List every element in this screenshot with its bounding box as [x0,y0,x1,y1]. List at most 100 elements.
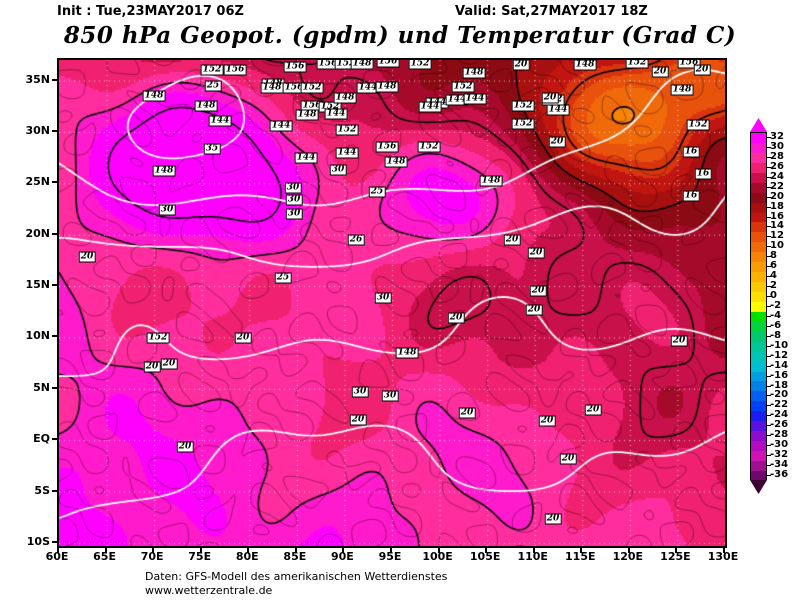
colorbar-tick [767,146,771,148]
colorbar-tick [767,315,771,317]
longitude-tick [342,547,345,553]
colorbar-swatch [751,470,766,481]
contour-label: 148 [573,59,597,71]
contour-label: 152 [511,118,535,130]
latitude-tick [52,129,58,132]
colorbar-tick-label: 14 [770,220,784,232]
contour-label: 156 [375,141,399,153]
colorbar-swatch [751,301,766,312]
contour-label: 152 [417,141,441,153]
latitude-tick [52,78,58,81]
contour-label: 20 [349,414,367,426]
colorbar-tick-label: 20 [770,190,784,202]
contour-label: 148 [350,58,374,70]
contour-label: 152 [408,58,432,70]
colorbar-tick-label: 12 [770,230,784,242]
colorbar-tick-label: -8 [770,329,782,341]
contour-label: 20 [525,304,543,316]
contour-label: 148 [142,90,166,102]
colorbar-tick [767,196,771,198]
contour-label: 20 [584,404,602,416]
contour-label: 20 [160,358,178,370]
colorbar-tick-label: 32 [770,130,784,142]
colorbar-tick [767,355,771,357]
colorbar-swatch [751,192,766,203]
colorbar-swatch [751,351,766,362]
colorbar-tick-label: 8 [770,250,777,262]
contour-label: 156 [677,58,701,69]
longitude-tick-label: 100E [422,550,453,563]
contour-label: 25 [274,272,292,284]
longitude-tick [247,547,250,553]
latitude-tick-label: 10S [26,534,50,548]
colorbar-tick-label: 6 [770,260,777,272]
contour-label: 30 [329,164,347,176]
longitude-tick-label: 110E [517,550,548,563]
colorbar-tick [767,325,771,327]
colorbar-tick-label: -12 [770,349,789,361]
colorbar-tick-label: -26 [770,419,789,431]
colorbar-tick-label: -32 [770,449,789,461]
colorbar-tick-label: 26 [770,160,784,172]
longitude-tick-label: 105E [469,550,501,563]
contour-label: 144 [324,108,348,120]
colorbar-tick [767,156,771,158]
colorbar-tick [767,206,771,208]
colorbar-tick [767,395,771,397]
latitude-tick-label: 25N [25,175,50,189]
colorbar-tick-label: 22 [770,180,784,192]
colorbar-tick [767,286,771,288]
contour-label: 148 [375,81,399,93]
latitude-tick [52,181,58,184]
contour-label: 152 [335,124,359,136]
colorbar-tick [767,405,771,407]
colorbar-tick-label: 10 [770,240,784,252]
contour-label: 30 [381,390,399,402]
colorbar-tick-label: -30 [770,439,789,451]
colorbar-tick [767,455,771,457]
longitude-tick [390,547,392,553]
contour-label: 16 [682,146,700,158]
latitude-tick [52,438,58,441]
longitude-tick [152,547,155,553]
contour-label: 16 [694,168,712,180]
colorbar-bottom-arrow [750,480,767,494]
contour-label: 152 [686,119,710,131]
colorbar-tick-label: -24 [770,409,789,421]
colorbar-swatch [751,381,766,392]
latitude-tick [52,335,58,338]
temperature-field-canvas [59,60,725,546]
contour-label: 30 [285,194,303,206]
latitude-tick-label: 10N [25,329,50,343]
longitude-tick [723,547,725,553]
longitude-tick-label: 85E [283,550,307,563]
colorbar-tick [767,306,771,307]
contour-label: 156 [376,58,400,68]
colorbar-swatch [751,142,766,153]
contour-label: 144 [335,147,359,159]
latitude-tick [52,232,58,235]
contour-label: 152 [300,82,324,94]
colorbar-scale [750,132,767,481]
colorbar-swatch [751,371,766,382]
colorbar-tick-label: -34 [770,459,789,471]
contour-label: 144 [463,93,487,105]
colorbar-swatch [751,292,766,302]
contour-label: 20 [529,285,547,297]
colorbar-swatch [751,282,766,292]
longitude-tick-label: 130E [707,550,739,563]
longitude-tick [57,547,59,553]
contour-label: 20 [544,513,562,525]
colorbar-tick-label: 0 [770,290,777,302]
latitude-tick-label: 30N [25,123,50,137]
colorbar-tick-label: 30 [770,140,784,152]
colorbar-tick-label: 18 [770,200,784,212]
contour-label: 25 [368,186,386,198]
colorbar: 32 30 28 26 24 22 20 18 16 14 12 10 8 6 4 2 0 -2 -4 -6 -8 -10… [748,118,800,496]
colorbar-swatch [751,441,766,451]
longitude-tick [437,547,440,553]
colorbar-tick [767,136,771,138]
colorbar-swatch [751,212,766,223]
contour-label: 30 [158,204,176,216]
contour-label: 144 [269,120,293,132]
